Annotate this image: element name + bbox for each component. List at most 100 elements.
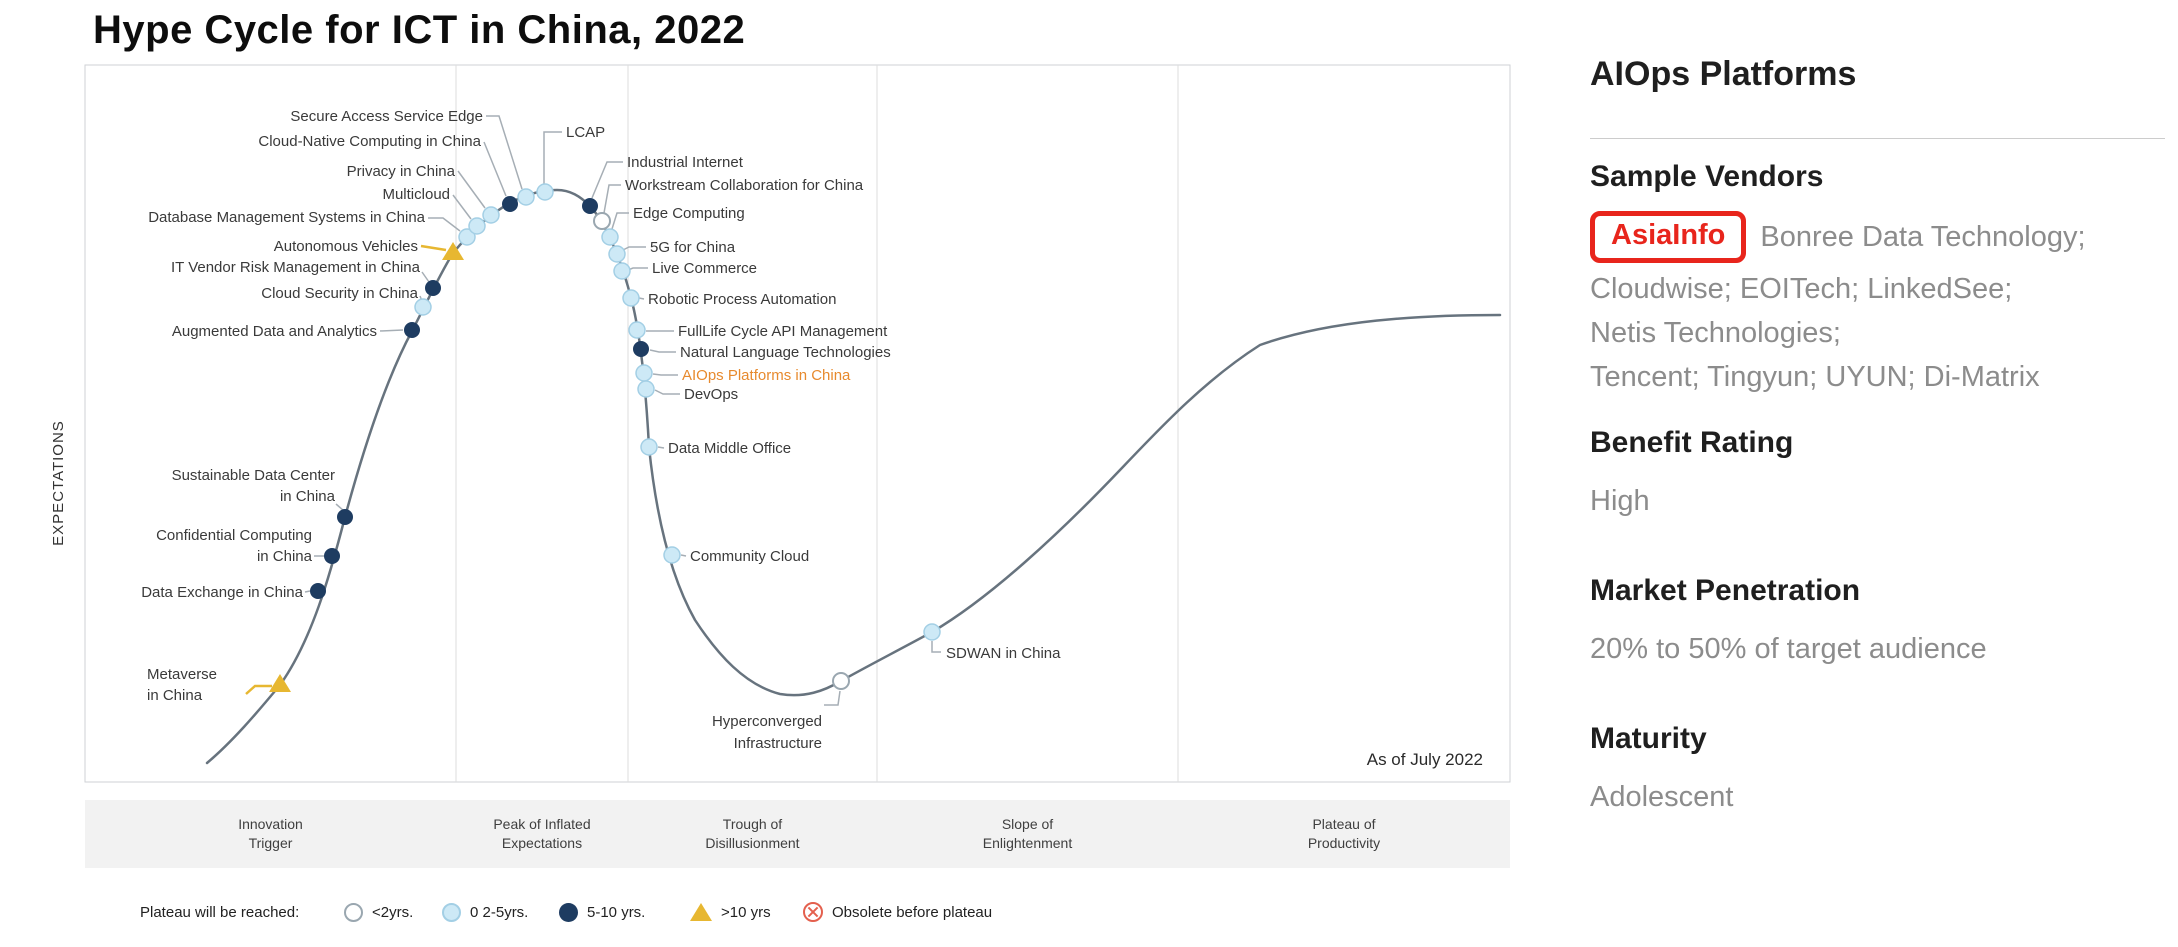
marker-augmented-data-and-analytics — [404, 322, 420, 338]
phase-label-line: Productivity — [1307, 835, 1381, 851]
connector-workstream-collaboration-for-china — [603, 184, 621, 214]
legend-item-10-yrs: >10 yrs — [690, 891, 771, 933]
label-augmented-data-and-analytics: Augmented Data and Analytics — [172, 323, 377, 340]
label-hyperconverged-infrastructure-2: Infrastructure — [734, 735, 822, 752]
marker-robotic-process-automation — [622, 289, 640, 307]
legend-marker-obsolete-icon — [803, 902, 823, 922]
connector-5g-for-china — [622, 246, 646, 251]
marker-5g-for-china — [608, 245, 626, 263]
connector-edge-computing — [611, 212, 629, 230]
y-axis-label: EXPECTATIONS — [50, 420, 67, 546]
phase-label-line: Trigger — [248, 835, 293, 851]
connector-live-commerce — [627, 267, 648, 271]
vendor-line-1: AsiaInfo Bonree Data Technology; — [1590, 211, 2165, 263]
connector-it-vendor-risk-management-in-china — [421, 271, 430, 283]
panel-divider — [1590, 138, 2165, 139]
marker-sdwan-in-china — [923, 623, 941, 641]
label-hyperconverged-infrastructure-1: Hyperconverged — [712, 713, 822, 730]
legend-item-obsolete-before-plateau: Obsolete before plateau — [803, 891, 992, 933]
phase-label-slope-of-enlightenment: Slope of Enlightenment — [877, 800, 1178, 868]
marker-database-management-systems-in-china — [458, 228, 476, 246]
connector-robotic-process-automation — [638, 297, 645, 300]
marker-metaverse-in-china — [269, 674, 291, 692]
marker-lcap — [536, 183, 554, 201]
legend-item-0-2-5yrs-label: 0 2-5yrs. — [470, 903, 529, 921]
marker-multicloud — [468, 217, 486, 235]
label-confidential-computing-in-china-1: Confidential Computing — [156, 527, 312, 544]
label-database-management-systems-in-china: Database Management Systems in China — [148, 209, 425, 226]
label-metaverse-in-china-2: in China — [147, 687, 203, 704]
marker-cloud-native-computing-in-china — [502, 196, 518, 212]
panel-title: AIOps Platforms — [1590, 55, 1857, 93]
legend-item-obsolete-before-plateau-label: Obsolete before plateau — [832, 903, 993, 921]
vendor-line-1-rest: Bonree Data Technology; — [1760, 221, 2086, 253]
maturity-heading: Maturity — [1590, 722, 1707, 755]
phase-label-line: Trough of — [722, 816, 783, 832]
legend-caption: Plateau will be reached: — [140, 891, 299, 933]
phase-label-line: Peak of Inflated — [493, 816, 591, 832]
label-community-cloud: Community Cloud — [690, 548, 809, 565]
marker-confidential-computing-in-china — [324, 548, 340, 564]
legend-item-0-2-5yrs: 0 2-5yrs. — [442, 891, 528, 933]
connector-sdwan-in-china — [931, 641, 941, 653]
chart-title: Hype Cycle for ICT in China, 2022 — [93, 8, 746, 52]
phase-label-line: Enlightenment — [982, 835, 1073, 851]
legend-item-5-10-yrs-label: 5-10 yrs. — [587, 903, 646, 921]
highlighted-vendor-box: AsiaInfo — [1590, 211, 1747, 263]
vendor-lines: Cloudwise; EOITech; LinkedSee; Netis Tec… — [1590, 267, 2165, 399]
plot-border — [84, 64, 1511, 783]
marker-community-cloud — [663, 546, 681, 564]
label-cloud-native-computing-in-china: Cloud-Native Computing in China — [258, 133, 481, 150]
marker-industrial-internet — [582, 198, 598, 214]
connector-data-exchange-in-china — [304, 590, 311, 593]
legend-marker-light-icon — [442, 902, 461, 922]
marker-privacy-in-china — [482, 206, 500, 224]
label-data-exchange-in-china: Data Exchange in China — [141, 584, 303, 601]
connector-metaverse-in-china — [245, 684, 272, 695]
connector-devops — [654, 389, 680, 395]
connector-cloud-native-computing-in-china — [483, 141, 507, 197]
chart-legend: Plateau will be reached: <2yrs. 0 2-5yrs. 5… — [0, 891, 1560, 933]
marker-sustainable-data-center-in-china — [337, 509, 353, 525]
marker-aiops-platforms-in-china — [635, 364, 653, 382]
label-sdwan-in-china: SDWAN in China — [946, 645, 1061, 662]
phase-axis-band: Innovation Trigger Peak of Inflated Expecta… — [85, 800, 1510, 868]
connector-database-management-systems-in-china — [428, 217, 461, 232]
marker-workstream-collaboration-for-china — [593, 212, 611, 230]
label-fulllife-cycle-api-management: FullLife Cycle API Management — [678, 323, 888, 340]
legend-item-10-yrs-label: >10 yrs — [721, 903, 771, 921]
phase-label-line: Disillusionment — [705, 835, 800, 851]
phase-label-line: Expectations — [501, 835, 583, 851]
connector-secure-access-service-edge — [486, 115, 523, 190]
maturity-value: Adolescent — [1590, 781, 1734, 813]
marker-fulllife-cycle-api-management — [628, 321, 646, 339]
marker-natural-language-technologies — [633, 341, 649, 357]
connector-community-cloud — [680, 554, 687, 557]
connector-augmented-data-and-analytics — [379, 329, 404, 332]
marker-live-commerce — [613, 262, 631, 280]
connector-natural-language-technologies — [649, 349, 676, 353]
connector-multicloud — [452, 194, 472, 220]
benefit-rating-heading: Benefit Rating — [1590, 426, 1794, 459]
marker-edge-computing — [601, 228, 619, 246]
legend-item-5-10-yrs: 5-10 yrs. — [559, 891, 645, 933]
legend-marker-triangle-icon — [690, 903, 712, 921]
label-aiops-platforms-in-china: AIOps Platforms in China — [682, 367, 851, 384]
marker-data-exchange-in-china — [310, 583, 326, 599]
vendor-line-4: Tencent; Tingyun; UYUN; Di-Matrix — [1590, 361, 2040, 393]
legend-item-2yrs: <2yrs. — [344, 891, 413, 933]
label-sustainable-data-center-in-china-1: Sustainable Data Center — [172, 467, 335, 484]
aiops-detail-panel: AIOps Platforms Sample Vendors AsiaInfo … — [1590, 40, 2165, 815]
label-cloud-security-in-china: Cloud Security in China — [261, 285, 418, 302]
connector-hyperconverged-infrastructure — [824, 690, 841, 706]
label-autonomous-vehicles: Autonomous Vehicles — [274, 238, 418, 255]
marker-hyperconverged-infrastructure — [832, 672, 850, 690]
sample-vendors-heading: Sample Vendors — [1590, 160, 1824, 193]
hype-cycle-chart: Metaverse in China Data Exchange in China C… — [50, 64, 1511, 783]
label-devops: DevOps — [684, 386, 738, 403]
label-confidential-computing-in-china-2: in China — [257, 548, 313, 565]
market-penetration-heading: Market Penetration — [1590, 574, 1861, 607]
marker-it-vendor-risk-management-in-china — [425, 280, 441, 296]
connector-privacy-in-china — [457, 170, 486, 209]
label-it-vendor-risk-management-in-china: IT Vendor Risk Management in China — [171, 259, 421, 276]
